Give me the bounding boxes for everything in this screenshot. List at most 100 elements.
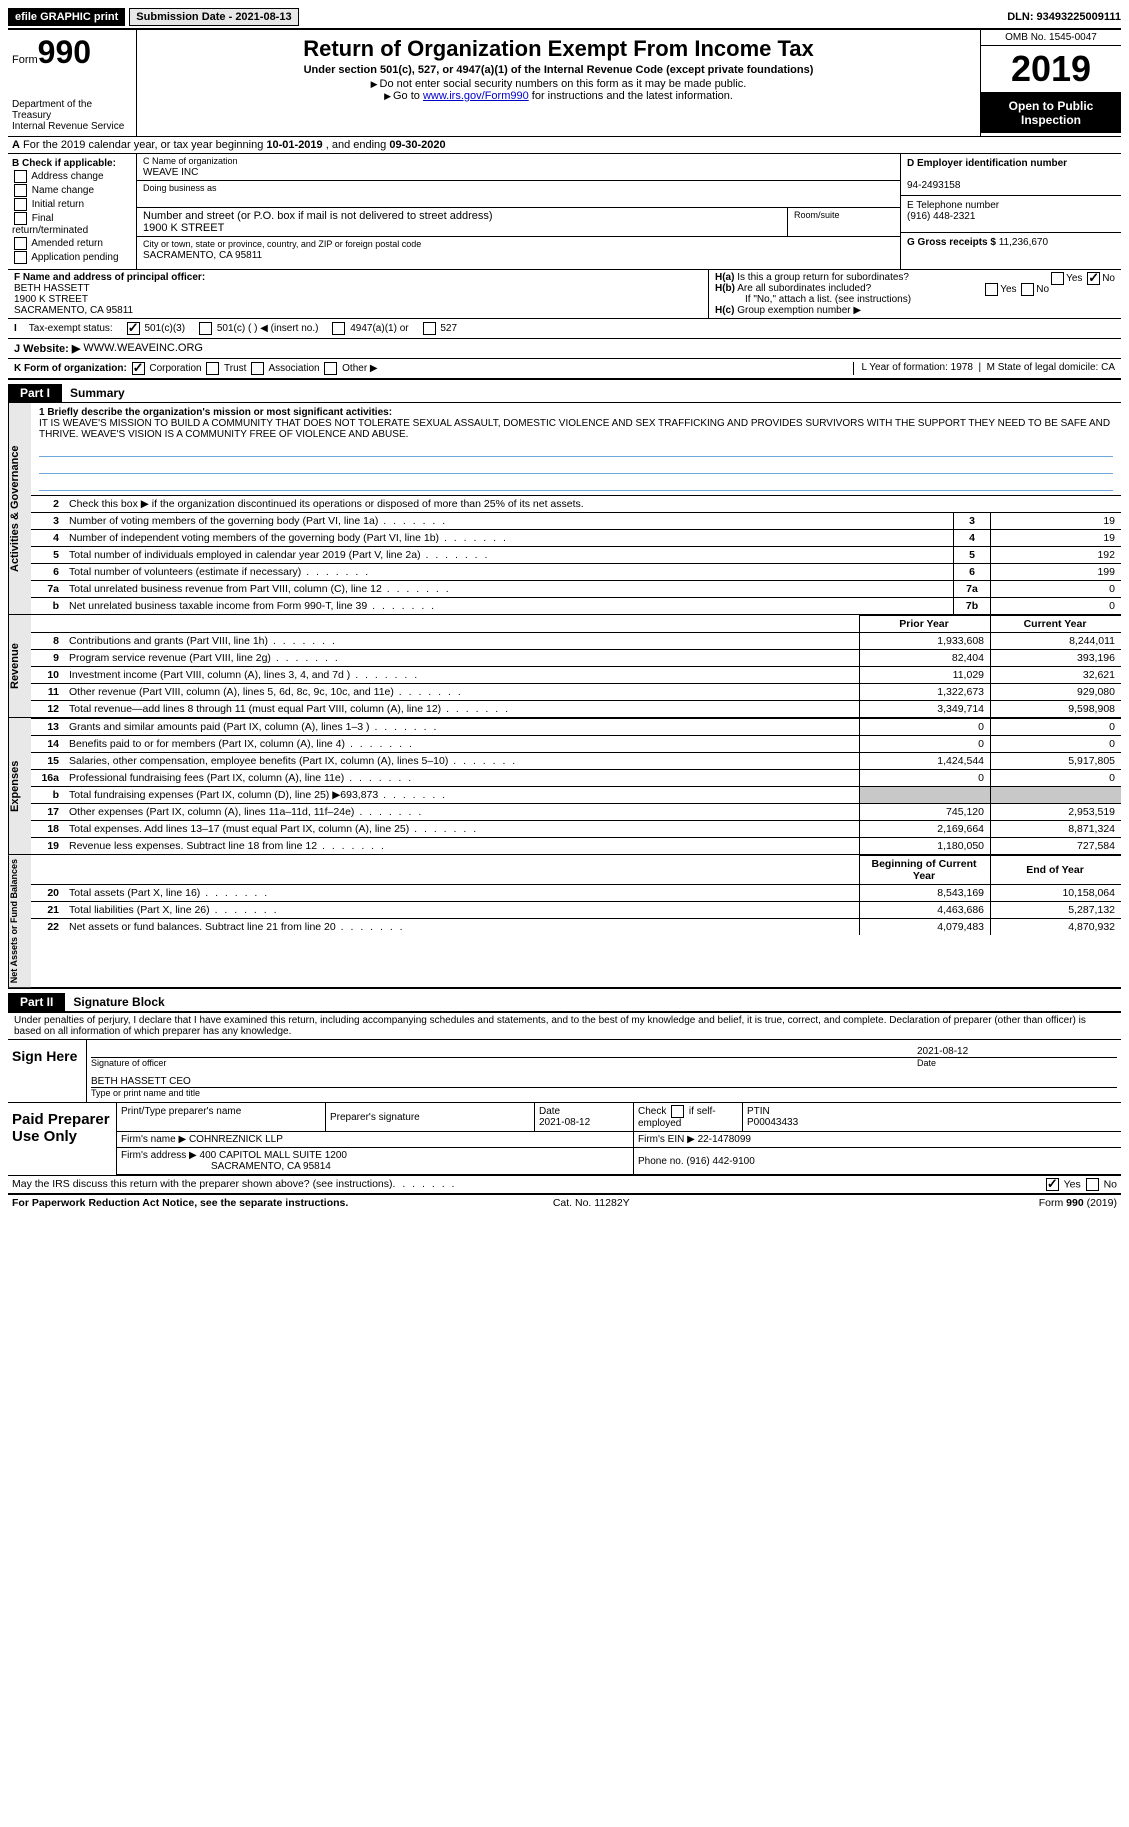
tax-status-row: I Tax-exempt status: 501(c)(3) 501(c) ( …: [8, 319, 1121, 339]
mission-text: IT IS WEAVE'S MISSION TO BUILD A COMMUNI…: [39, 418, 1110, 440]
check-b-section: B Check if applicable: Address change Na…: [8, 154, 137, 269]
prior-val: 3,349,714: [860, 701, 991, 718]
hb-note: If "No," attach a list. (see instruction…: [715, 294, 1115, 305]
header-right: OMB No. 1545-0047 2019 Open to Public In…: [980, 30, 1121, 136]
line-num: 5: [31, 547, 65, 564]
curr-val: 4,870,932: [991, 919, 1122, 936]
cb-assoc[interactable]: [251, 362, 264, 375]
sig-date: 2021-08-12: [917, 1046, 1117, 1057]
line-num: 21: [31, 902, 65, 919]
cb-trust[interactable]: [206, 362, 219, 375]
firm-addr-lbl: Firm's address ▶: [121, 1150, 197, 1161]
firm-phone: (916) 442-9100: [686, 1156, 754, 1167]
cb-lbl-4: Amended return: [31, 238, 103, 249]
cb-4947[interactable]: [332, 322, 345, 335]
org-city: SACRAMENTO, CA 95811: [143, 250, 262, 261]
cb-other[interactable]: [324, 362, 337, 375]
line-num: 15: [31, 753, 65, 770]
hb-text: Are all subordinates included?: [737, 283, 871, 294]
cb-final-return[interactable]: [14, 212, 27, 225]
line-text: Revenue less expenses. Subtract line 18 …: [65, 838, 860, 855]
org-name: WEAVE INC: [143, 167, 198, 178]
prep-h3a: Date: [539, 1106, 560, 1117]
hb-yes[interactable]: [985, 283, 998, 296]
side-governance: Activities & Governance: [8, 403, 31, 614]
preparer-label: Paid Preparer Use Only: [8, 1103, 117, 1175]
cb-initial-return[interactable]: [14, 198, 27, 211]
line-text: Total fundraising expenses (Part IX, col…: [65, 787, 860, 804]
line-val: 19: [991, 530, 1122, 547]
mission-block: 1 Briefly describe the organization's mi…: [31, 403, 1121, 495]
line-text: Total revenue—add lines 8 through 11 (mu…: [65, 701, 860, 718]
cb-name-change[interactable]: [14, 184, 27, 197]
firm-name: COHNREZNICK LLP: [189, 1134, 283, 1145]
line-num: 8: [31, 633, 65, 650]
efile-button[interactable]: efile GRAPHIC print: [8, 8, 125, 26]
line-text: Investment income (Part VIII, column (A)…: [65, 667, 860, 684]
cb-amended[interactable]: [14, 237, 27, 250]
ha-yes[interactable]: [1051, 272, 1064, 285]
officer-name: BETH HASSETT: [14, 283, 90, 294]
cb-501c[interactable]: [199, 322, 212, 335]
cb-501c3[interactable]: [127, 322, 140, 335]
prior-val: 1,322,673: [860, 684, 991, 701]
cb-527[interactable]: [423, 322, 436, 335]
line-text: Total number of individuals employed in …: [65, 547, 954, 564]
cb-corp[interactable]: [132, 362, 145, 375]
part2-title: Signature Block: [65, 993, 1121, 1012]
hb-no-lbl: No: [1036, 284, 1049, 295]
prior-val: [860, 787, 991, 804]
line-text: Total expenses. Add lines 13–17 (must eq…: [65, 821, 860, 838]
k-lbl: K Form of organization:: [14, 363, 127, 374]
tax-b: 501(c) ( ) ◀ (insert no.): [217, 323, 319, 334]
curr-val: 8,871,324: [991, 821, 1122, 838]
curr-val: 929,080: [991, 684, 1122, 701]
line-text: Total liabilities (Part X, line 26): [65, 902, 860, 919]
line-text: Professional fundraising fees (Part IX, …: [65, 770, 860, 787]
curr-val: 2,953,519: [991, 804, 1122, 821]
discuss-no[interactable]: [1086, 1178, 1099, 1191]
f-officer-lbl: F Name and address of principal officer:: [14, 272, 205, 283]
line-text: Number of independent voting members of …: [65, 530, 954, 547]
officer-block: F Name and address of principal officer:…: [8, 270, 1121, 319]
cb-pending[interactable]: [14, 251, 27, 264]
irs-link[interactable]: www.irs.gov/Form990: [423, 90, 529, 102]
e-phone-lbl: E Telephone number: [907, 200, 999, 211]
curr-val: 5,917,805: [991, 753, 1122, 770]
line-text: Total unrelated business revenue from Pa…: [65, 581, 954, 598]
hb-no[interactable]: [1021, 283, 1034, 296]
l-year: L Year of formation: 1978: [862, 362, 973, 373]
cb-self-emp[interactable]: [671, 1105, 684, 1118]
line-num: b: [31, 787, 65, 804]
sig-intro: Under penalties of perjury, I declare th…: [8, 1013, 1121, 1040]
discuss-q: May the IRS discuss this return with the…: [12, 1178, 393, 1191]
line-num: 7a: [31, 581, 65, 598]
curr-val: 393,196: [991, 650, 1122, 667]
part2-num: Part II: [8, 993, 65, 1012]
prior-val: 4,463,686: [860, 902, 991, 919]
footer: For Paperwork Reduction Act Notice, see …: [8, 1195, 1121, 1211]
ein-value: 94-2493158: [907, 180, 960, 191]
ha-no[interactable]: [1087, 272, 1100, 285]
part1-title: Summary: [62, 384, 1121, 403]
line-box: 4: [954, 530, 991, 547]
discuss-yes[interactable]: [1046, 1178, 1059, 1191]
phone-value: (916) 448-2321: [907, 211, 975, 222]
line-text: Salaries, other compensation, employee b…: [65, 753, 860, 770]
cb-address-change[interactable]: [14, 170, 27, 183]
website-lbl: J Website: ▶: [14, 342, 80, 355]
part1-num: Part I: [8, 384, 62, 403]
cb-lbl-2: Initial return: [32, 199, 84, 210]
officer-addr2: SACRAMENTO, CA 95811: [14, 305, 133, 316]
discuss-no-lbl: No: [1104, 1178, 1117, 1190]
l2-text: Check this box ▶ if the organization dis…: [69, 498, 584, 510]
room-lbl: Room/suite: [794, 210, 840, 220]
prep-h3b: 2021-08-12: [539, 1117, 590, 1128]
prior-val: 82,404: [860, 650, 991, 667]
expenses-table: 13 Grants and similar amounts paid (Part…: [31, 718, 1121, 854]
curr-val: 32,621: [991, 667, 1122, 684]
curr-val: [991, 787, 1122, 804]
side-net: Net Assets or Fund Balances: [8, 855, 31, 987]
line-num: 16a: [31, 770, 65, 787]
k-assoc: Association: [268, 363, 319, 374]
